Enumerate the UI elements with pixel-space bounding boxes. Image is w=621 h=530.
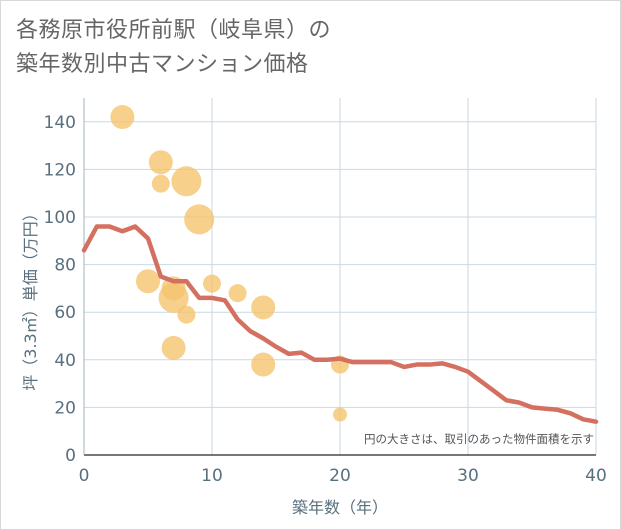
- x-axis-title: 築年数（年）: [292, 498, 388, 517]
- y-axis-title: 坪（3.3㎡）単価（万円）: [21, 205, 40, 390]
- bubble-point: [251, 295, 276, 320]
- y-tick-label: 0: [65, 446, 76, 466]
- y-tick-label: 80: [54, 256, 76, 276]
- trend-line: [81, 224, 599, 424]
- bubble-point: [110, 105, 135, 130]
- x-tick-label: 10: [201, 466, 223, 486]
- bubble-point: [251, 352, 276, 377]
- bubble-point: [161, 335, 186, 360]
- bubble-point: [151, 174, 170, 193]
- chart-title: 各務原市役所前駅（岐阜県）の 築年数別中古マンション価格: [16, 14, 331, 82]
- y-tick-label: 60: [54, 303, 76, 323]
- bubble-point: [158, 282, 189, 313]
- y-tick-label: 100: [44, 208, 76, 228]
- x-tick-label: 30: [457, 466, 479, 486]
- y-tick-label: 120: [44, 160, 76, 180]
- x-tick-label: 0: [79, 466, 90, 486]
- axis-ticks: 0 20 40 60 80 100 120 140 0 10 20 30 40: [44, 113, 607, 486]
- y-tick-label: 140: [44, 113, 76, 133]
- chart-title-line2: 築年数別中古マンション価格: [16, 52, 309, 77]
- bubble-point: [228, 284, 247, 303]
- size-note: 円の大きさは、取引のあった物件面積を示す: [364, 432, 594, 446]
- bubble-point: [184, 204, 215, 235]
- x-tick-label: 20: [329, 466, 351, 486]
- bubble-point: [171, 166, 202, 197]
- y-tick-label: 20: [54, 398, 76, 418]
- bubble-point: [333, 407, 347, 422]
- bubble-point: [136, 269, 160, 294]
- y-tick-label: 40: [54, 351, 76, 371]
- bubble-series: [110, 105, 349, 422]
- bubble-point: [148, 150, 173, 175]
- bubble-point: [177, 305, 196, 324]
- bubble-point: [203, 274, 221, 293]
- x-tick-label: 40: [585, 466, 607, 486]
- chart-title-line1: 各務原市役所前駅（岐阜県）の: [16, 18, 332, 43]
